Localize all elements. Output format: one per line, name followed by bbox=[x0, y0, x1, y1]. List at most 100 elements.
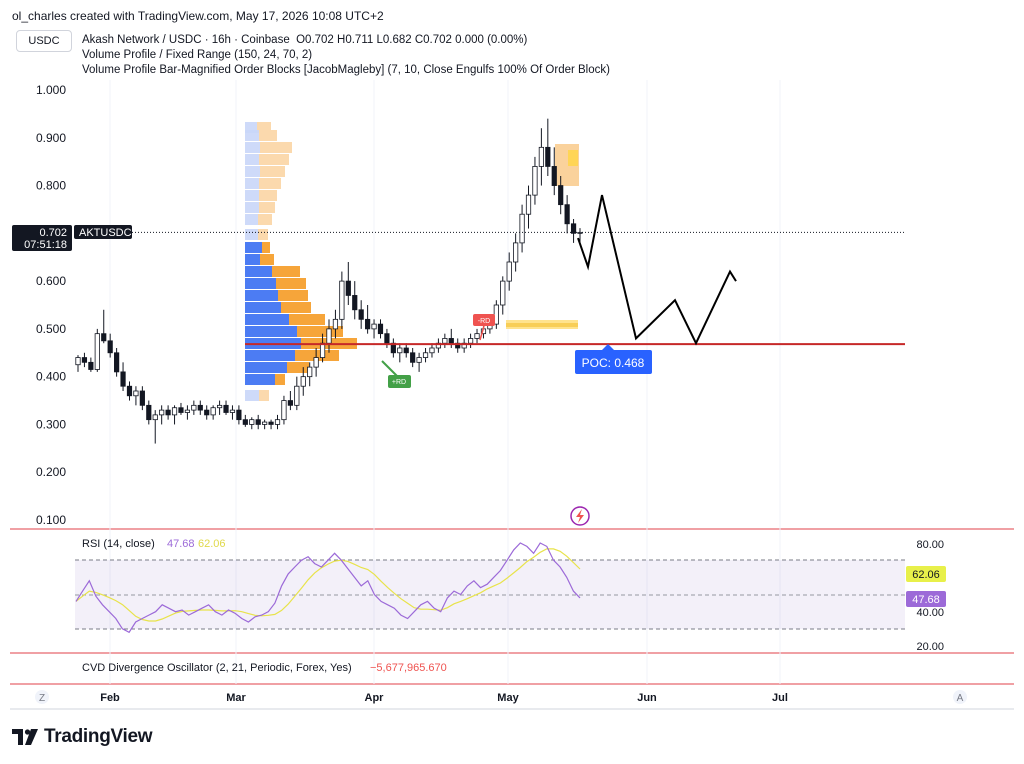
candle-down bbox=[570, 223, 577, 234]
candle-down bbox=[558, 185, 564, 206]
current-price-value: 0.702 bbox=[39, 227, 67, 239]
volume-profile-bar-up bbox=[245, 374, 275, 385]
tradingview-logo-icon bbox=[12, 729, 38, 745]
candle-up bbox=[429, 347, 435, 354]
zoom-reset-label: Z bbox=[39, 693, 45, 704]
pair-title[interactable]: Akash Network / USDC · 16h · Coinbase bbox=[82, 34, 290, 46]
volume-profile-bar-down bbox=[260, 142, 292, 153]
volume-profile-bar-up bbox=[245, 190, 259, 201]
volume-profile-bar-down bbox=[297, 326, 343, 337]
volume-profile-bar-down bbox=[259, 154, 289, 165]
volume-profile-bar-down bbox=[287, 362, 309, 373]
candle-down bbox=[564, 204, 570, 225]
rd-down-text: -RD bbox=[478, 318, 490, 325]
volume-profile-bar-down bbox=[278, 290, 308, 301]
price-tick: 0.200 bbox=[36, 465, 66, 479]
cvd-value: −5,677,965.670 bbox=[370, 662, 447, 674]
rsi-value: 47.68 bbox=[167, 538, 195, 550]
zoom-reset-button[interactable] bbox=[35, 690, 49, 704]
rsi-line[interactable] bbox=[75, 542, 581, 634]
price-axis[interactable]: 1.000 0.900 0.800 0.600 0.500 0.400 0.300 0.200… bbox=[36, 83, 66, 527]
time-axis-label: May bbox=[497, 692, 519, 704]
candle-up bbox=[313, 357, 319, 368]
volume-profile-bar-up bbox=[245, 229, 258, 240]
ticker-label: AKTUSDC bbox=[79, 227, 132, 239]
candle-down bbox=[268, 421, 274, 425]
candle-up bbox=[184, 409, 191, 413]
cvd-title[interactable]: CVD Divergence Oscillator (2, 21, Period… bbox=[82, 662, 352, 674]
candle-down bbox=[242, 419, 248, 425]
candle-down bbox=[165, 409, 171, 416]
brand-name: TradingView bbox=[44, 726, 153, 747]
candle-down bbox=[139, 390, 145, 406]
candlestick-series[interactable] bbox=[75, 118, 583, 444]
price-chart[interactable]: 1.000 0.900 0.800 0.600 0.500 0.400 0.300 0.200… bbox=[0, 0, 1024, 720]
candle-down bbox=[107, 340, 113, 354]
rsi-tick-20: 20.00 bbox=[916, 641, 944, 653]
candle-up bbox=[416, 357, 422, 363]
lightning-icon[interactable] bbox=[570, 506, 590, 526]
candle-up bbox=[229, 409, 236, 413]
candle-down bbox=[88, 361, 94, 370]
candle-up bbox=[281, 400, 287, 421]
candle-up bbox=[519, 213, 525, 244]
symbol-box[interactable]: USDC bbox=[16, 30, 72, 52]
volume-profile-bar-down bbox=[258, 214, 272, 225]
volume-profile-bar-down bbox=[259, 190, 277, 201]
volume-profile-bar-up bbox=[245, 242, 262, 253]
order-blocks-legend[interactable]: Volume Profile Bar-Magnified Order Block… bbox=[82, 64, 610, 76]
volume-profile-bar-up bbox=[245, 166, 260, 177]
volume-profile-bar-up bbox=[245, 314, 289, 325]
price-tick: 0.400 bbox=[36, 370, 66, 384]
candle-down bbox=[146, 404, 152, 421]
volume-profile-bar-up bbox=[245, 326, 297, 337]
tradingview-brand[interactable]: TradingView bbox=[12, 726, 153, 748]
poc-label[interactable]: POC: 0.468 bbox=[575, 344, 652, 374]
candle-down bbox=[101, 333, 107, 342]
rd-down-marker[interactable]: -RD bbox=[473, 314, 495, 341]
time-axis[interactable]: Feb Mar Apr May Jun Jul bbox=[100, 692, 788, 704]
candle-down bbox=[114, 352, 120, 373]
volume-profile-bar-up bbox=[245, 202, 259, 213]
candle-down bbox=[223, 404, 229, 413]
chart-credit: ol_charles created with TradingView.com,… bbox=[12, 9, 384, 23]
rd-up-text: +RD bbox=[392, 379, 406, 386]
candle-up bbox=[506, 261, 512, 282]
volume-profile-bar-up bbox=[245, 390, 259, 401]
candle-up bbox=[159, 409, 165, 416]
projection-path[interactable] bbox=[577, 194, 737, 346]
volume-profile-bar-down bbox=[260, 166, 285, 177]
volume-profile-bar-up bbox=[245, 214, 258, 225]
ohlc-values: O0.702 H0.711 L0.682 C0.702 0.000 (0.00%… bbox=[296, 34, 528, 46]
auto-scale-button[interactable] bbox=[953, 690, 967, 704]
candle-up bbox=[294, 385, 300, 406]
time-axis-label: Jul bbox=[772, 692, 788, 704]
rsi-ma-line[interactable] bbox=[75, 548, 581, 622]
rsi-badge-text: 47.68 bbox=[912, 594, 940, 606]
candle-down bbox=[545, 146, 551, 167]
candle-up bbox=[262, 421, 268, 425]
chart-header: Akash Network / USDC · 16h · Coinbase O0… bbox=[82, 33, 610, 78]
order-block-zone-core bbox=[506, 323, 578, 327]
volume-profile-bar-down bbox=[276, 278, 306, 289]
candle-down bbox=[204, 409, 210, 416]
candle-up bbox=[474, 333, 480, 339]
time-axis-label: Feb bbox=[100, 692, 120, 704]
candle-down bbox=[410, 352, 416, 363]
candle-up bbox=[371, 323, 377, 330]
rd-up-marker[interactable]: +RD bbox=[381, 360, 411, 388]
volume-profile-bar-down bbox=[262, 242, 270, 253]
time-axis-label: Apr bbox=[365, 692, 385, 704]
candle-up bbox=[319, 342, 326, 358]
candle-up bbox=[171, 407, 178, 416]
candle-up bbox=[538, 146, 544, 167]
rsi-ma-badge-text: 62.06 bbox=[912, 569, 940, 581]
volume-profile-legend[interactable]: Volume Profile / Fixed Range (150, 24, 7… bbox=[82, 49, 313, 61]
rsi-ma-value: 62.06 bbox=[198, 538, 226, 550]
time-axis-label: Jun bbox=[637, 692, 657, 704]
volume-profile-bar-down bbox=[259, 390, 269, 401]
price-tick: 0.900 bbox=[36, 131, 66, 145]
candle-down bbox=[255, 419, 261, 425]
candle-down bbox=[365, 318, 371, 330]
rsi-title[interactable]: RSI (14, close) bbox=[82, 538, 155, 550]
